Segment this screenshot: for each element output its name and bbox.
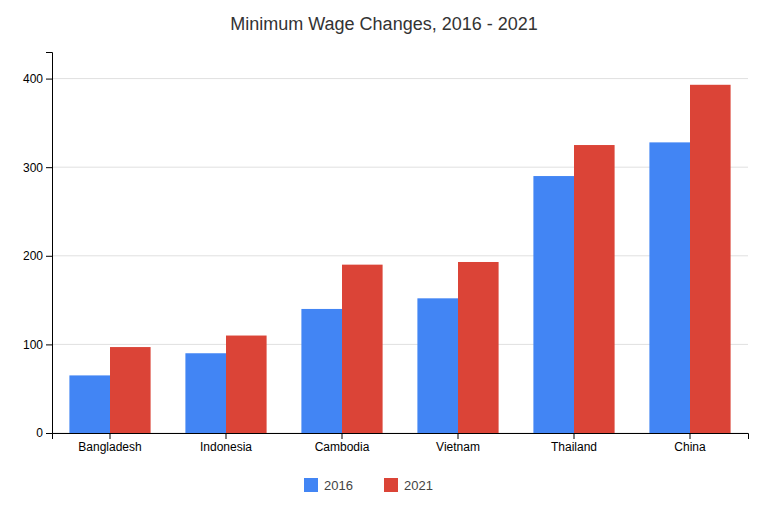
- y-axis: 0 100 200 300 400: [23, 53, 53, 441]
- bar-series: [69, 142, 690, 433]
- x-tick-mark: [690, 433, 691, 439]
- y-tick-mark: [46, 79, 52, 80]
- y-axis-line: [46, 53, 53, 434]
- bar: [342, 265, 383, 433]
- x-tick-mark: [458, 433, 459, 439]
- grid-line: [52, 344, 748, 345]
- x-tick: Vietnam: [436, 433, 480, 454]
- x-axis: Bangladesh Indonesia Cambodia Vietnam Thaila…: [53, 433, 749, 454]
- x-tick: Thailand: [551, 433, 597, 454]
- bar: [110, 347, 151, 433]
- plot-area: 0 100 200 300 400 Bangladesh Indonesia Cambodia…: [23, 53, 749, 454]
- x-tick-label: China: [674, 440, 706, 454]
- bars: [69, 85, 730, 433]
- y-tick: 100: [23, 338, 52, 352]
- bar-series: [110, 85, 731, 433]
- x-tick: China: [674, 433, 706, 454]
- legend-item: 2021: [384, 478, 433, 493]
- bar: [649, 142, 690, 433]
- y-tick: 200: [23, 249, 52, 263]
- grid-line: [52, 78, 748, 79]
- legend-label: 2016: [324, 478, 353, 493]
- x-tick-label: Bangladesh: [78, 440, 141, 454]
- grid-line: [52, 167, 748, 168]
- x-tick-label: Cambodia: [315, 440, 370, 454]
- chart-container: 0 100 200 300 400 Bangladesh Indonesia Cambodia…: [0, 0, 768, 511]
- y-tick-mark: [46, 256, 52, 257]
- y-tick: 400: [23, 72, 52, 86]
- legend-swatch: [304, 478, 318, 492]
- grid-line: [52, 255, 748, 256]
- bar: [458, 262, 499, 433]
- x-tick: Indonesia: [200, 433, 252, 454]
- bar: [185, 353, 226, 433]
- legend: 2016 2021: [304, 478, 433, 493]
- y-tick-label: 200: [23, 249, 43, 263]
- bar: [690, 85, 731, 433]
- x-tick-mark: [110, 433, 111, 439]
- legend-swatch: [384, 478, 398, 492]
- legend-item: 2016: [304, 478, 353, 493]
- x-tick: Bangladesh: [78, 433, 141, 454]
- x-axis-line: [53, 434, 749, 440]
- x-tick-label: Indonesia: [200, 440, 252, 454]
- y-tick-mark: [46, 167, 52, 168]
- y-tick: 0: [36, 426, 52, 440]
- y-tick-label: 300: [23, 161, 43, 175]
- bar: [417, 298, 458, 433]
- grid: [52, 79, 748, 433]
- bar: [226, 336, 267, 433]
- x-tick-mark: [342, 433, 343, 439]
- y-tick-label: 400: [23, 72, 43, 86]
- y-tick-mark: [46, 433, 52, 434]
- x-tick-mark: [226, 433, 227, 439]
- x-tick-label: Thailand: [551, 440, 597, 454]
- y-tick: 300: [23, 161, 52, 175]
- x-tick: Cambodia: [315, 433, 370, 454]
- bar: [574, 145, 615, 433]
- legend-label: 2021: [404, 478, 433, 493]
- bar: [533, 176, 574, 433]
- bar: [69, 375, 110, 433]
- bar: [301, 309, 342, 433]
- y-tick-label: 0: [36, 426, 43, 440]
- chart-title: Minimum Wage Changes, 2016 - 2021: [230, 14, 538, 34]
- x-tick-mark: [574, 433, 575, 439]
- y-tick-mark: [46, 344, 52, 345]
- x-tick-label: Vietnam: [436, 440, 480, 454]
- chart-svg: 0 100 200 300 400 Bangladesh Indonesia Cambodia…: [0, 0, 768, 511]
- y-tick-label: 100: [23, 338, 43, 352]
